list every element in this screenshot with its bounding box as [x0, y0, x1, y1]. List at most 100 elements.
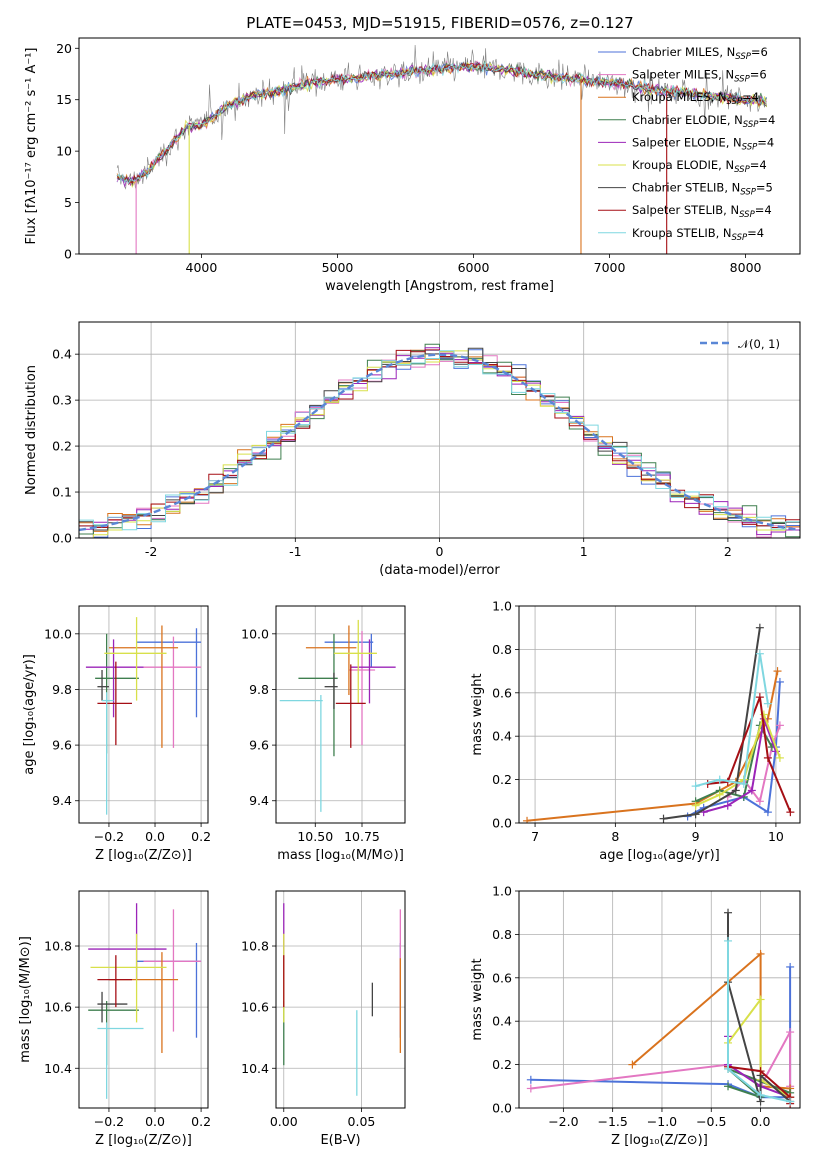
x-tick-label: 0.05	[348, 1114, 376, 1129]
x-tick-label: 0.00	[270, 1114, 298, 1129]
y-tick-label: 1.0	[492, 884, 512, 899]
x-tick-label: 9	[692, 829, 700, 844]
y-tick-label: 0.0	[52, 531, 72, 546]
legend-subscript: SSP	[735, 52, 751, 62]
legend-entry: Salpeter ELODIE, NSSP=4	[632, 135, 774, 152]
x-tick-label: 7000	[594, 260, 626, 275]
legend-count: =5	[756, 181, 773, 195]
x-tick-label: 2	[724, 544, 732, 559]
legend-entry: Chabrier MILES, NSSP=6	[632, 45, 768, 62]
mass-extinction-panel: 0.00 0.05 10.4 10.6 10.8 E(B-V)	[241, 890, 406, 1148]
legend-name: Salpeter MILES, N	[632, 68, 734, 82]
x-tick-label: 8000	[730, 260, 762, 275]
legend-entry: Salpeter STELIB, NSSP=4	[632, 203, 772, 220]
plot-frame	[78, 37, 801, 255]
y-tick-label: 0.0	[492, 1101, 512, 1116]
legend-count: =4	[758, 113, 775, 127]
mass-metallicity-panel: −0.2 0.0 0.2 10.4 10.6 10.8 Z [log₁₀(Z/Z⊙)] mas…	[18, 890, 211, 1148]
legend-subscript: SSP	[743, 120, 759, 130]
model-line-cyan	[116, 62, 767, 185]
y-tick-label: 0.4	[492, 729, 512, 744]
legend-name: Kroupa MILES, N	[632, 90, 727, 104]
legend-count: =4	[757, 135, 774, 149]
x-tick-label: 10.50	[297, 829, 333, 844]
y-tick-label: 0.2	[492, 1057, 512, 1072]
plot-frame	[518, 605, 801, 824]
y-tick-label: 9.4	[249, 793, 269, 808]
errorbar-group	[279, 619, 396, 812]
legend-entry: 𝒩(0, 1)	[738, 337, 780, 351]
legend-count: =4	[750, 158, 767, 172]
histogram-group	[79, 343, 800, 538]
x-axis-label: Z [log₁₀(Z/Z⊙)]	[95, 1133, 192, 1148]
legend-subscript: SSP	[727, 97, 743, 107]
legend-name: Salpeter STELIB, N	[632, 203, 739, 217]
legend-subscript: SSP	[742, 142, 758, 152]
plot-frame	[78, 321, 801, 539]
x-axis-label: mass [log₁₀(M/M⊙)]	[277, 848, 404, 863]
y-tick-label: 10.4	[241, 1061, 269, 1076]
legend-entry: Chabrier ELODIE, NSSP=4	[632, 113, 775, 130]
legend-count: =6	[751, 45, 768, 59]
y-axis-label: Normed distribution	[24, 365, 39, 495]
y-tick-label: 0	[64, 247, 72, 262]
y-tick-label: 0.4	[492, 1014, 512, 1029]
x-tick-label: -2	[145, 544, 157, 559]
y-tick-label: 9.4	[52, 793, 72, 808]
x-tick-label: −1.0	[647, 1114, 677, 1129]
legend-name: Chabrier STELIB, N	[632, 181, 740, 195]
y-tick-label: 10.4	[44, 1061, 72, 1076]
x-tick-label: -1	[289, 544, 301, 559]
x-tick-label: 10	[768, 829, 784, 844]
legend-entry: Kroupa MILES, NSSP=4	[632, 90, 759, 107]
legend-subscript: SSP	[732, 233, 748, 243]
normal-curve	[79, 353, 800, 532]
x-tick-label: 5000	[322, 260, 354, 275]
y-axis-label: mass weight	[470, 673, 485, 755]
y-tick-label: 20	[56, 41, 72, 56]
legend-count: =6	[750, 68, 767, 82]
legend-count: =4	[742, 90, 759, 104]
x-tick-label: 7	[531, 829, 539, 844]
plot-frame	[518, 890, 801, 1109]
x-axis-label: Z [log₁₀(Z/Z⊙)]	[611, 1133, 708, 1148]
x-axis-label: E(B-V)	[320, 1133, 360, 1148]
x-tick-label: 0.0	[145, 829, 165, 844]
age-metallicity-panel: −0.2 0.0 0.2 9.4 9.6 9.8 10.0 Z [log₁₀(Z/Z⊙)] ag…	[22, 605, 211, 863]
y-tick-label: 10	[56, 144, 72, 159]
y-tick-label: 0.6	[492, 970, 512, 985]
legend-subscript: SSP	[734, 165, 750, 175]
plot-frame	[275, 605, 406, 824]
y-axis-label: mass [log₁₀(M/M⊙)]	[18, 936, 33, 1063]
weights-group	[526, 908, 795, 1108]
x-tick-label: −0.2	[94, 1114, 124, 1129]
y-axis-label: Flux [fλ10⁻¹⁷ erg cm⁻² s⁻¹ A⁻¹]	[24, 48, 39, 245]
y-tick-label: 0.1	[52, 485, 72, 500]
errorbar-group	[88, 903, 202, 1099]
x-tick-label: −0.5	[696, 1114, 726, 1129]
y-tick-label: 10.6	[241, 1000, 269, 1015]
legend-name: Kroupa STELIB, N	[632, 226, 732, 240]
age-mass-panel: 10.50 10.75 9.4 9.6 9.8 10.0 mass [log₁₀(M/M⊙)…	[241, 605, 406, 863]
x-tick-label: 10.75	[344, 829, 380, 844]
plot-frame	[78, 890, 209, 1109]
weight-line-cyan	[727, 940, 791, 1103]
y-tick-label: 5	[64, 195, 72, 210]
y-tick-label: 10.0	[44, 626, 72, 641]
errorbar-group	[85, 617, 202, 815]
x-axis-label: age [log₁₀(age/yr)]	[599, 848, 720, 863]
y-tick-label: 10.0	[241, 626, 269, 641]
y-tick-label: 9.8	[249, 682, 269, 697]
y-tick-label: 0.6	[492, 685, 512, 700]
legend-count: =4	[755, 203, 772, 217]
legend-subscript: SSP	[739, 210, 755, 220]
residuals-panel: -2 -1 0 1 2 0.0 0.1 0.2 0.3 0.4 (data-model)/error…	[24, 321, 801, 578]
x-tick-label: −2.0	[548, 1114, 578, 1129]
y-tick-label: 15	[56, 92, 72, 107]
x-tick-label: 0	[436, 544, 444, 559]
x-axis-label: (data-model)/error	[379, 563, 500, 578]
y-tick-label: 10.8	[44, 939, 72, 954]
legend-entry: Salpeter MILES, NSSP=6	[632, 68, 767, 85]
y-tick-label: 0.8	[492, 927, 512, 942]
